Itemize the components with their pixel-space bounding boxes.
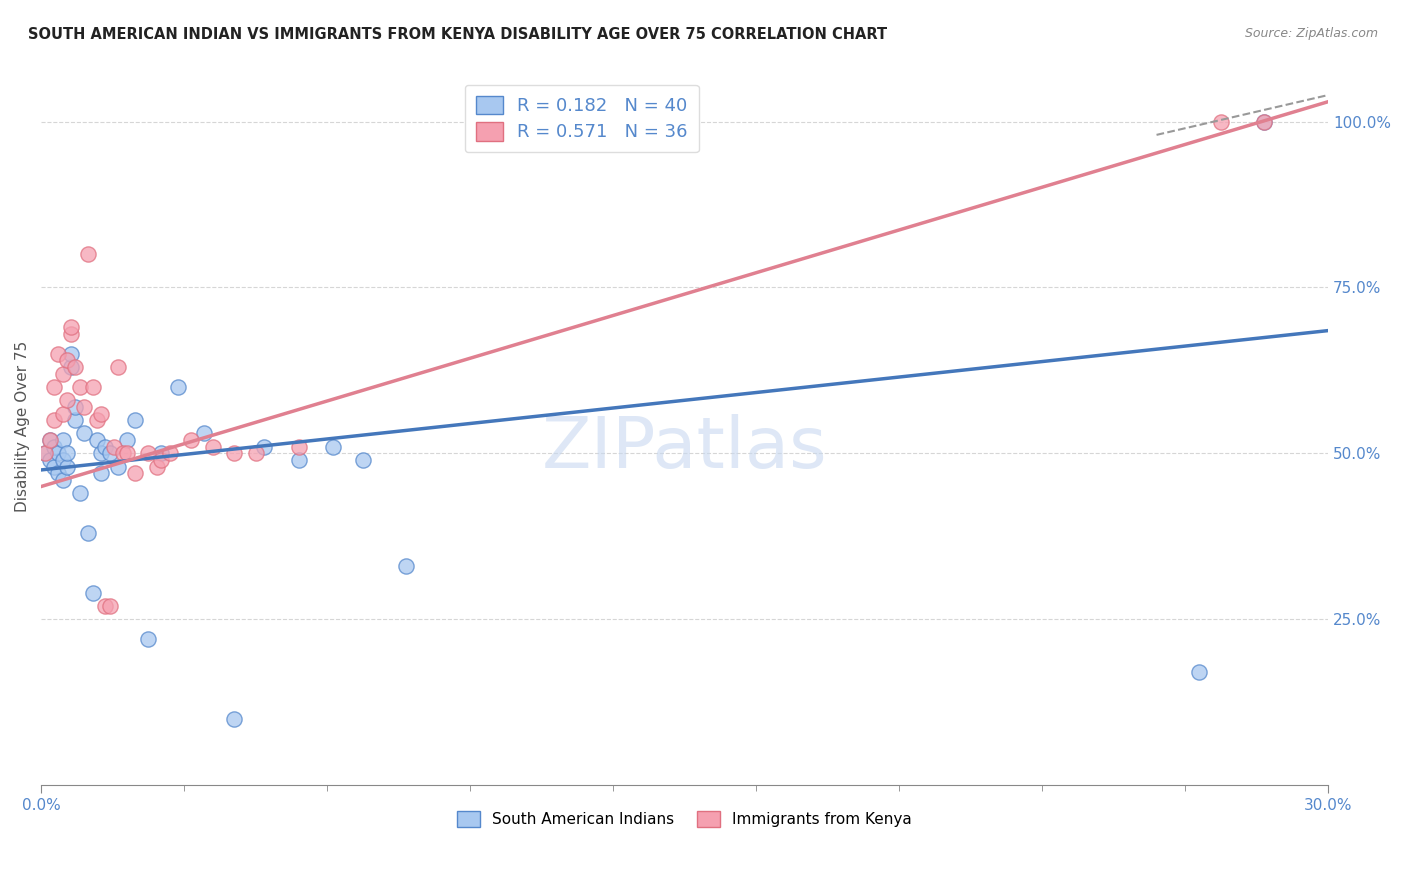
Point <box>150 453 173 467</box>
Point <box>90 446 112 460</box>
Point <box>253 440 276 454</box>
Point <box>60 326 83 341</box>
Point <box>86 433 108 447</box>
Point <box>224 446 246 460</box>
Point <box>51 367 73 381</box>
Point <box>352 453 374 467</box>
Point <box>69 486 91 500</box>
Point <box>51 453 73 467</box>
Point <box>60 360 83 375</box>
Y-axis label: Disability Age Over 75: Disability Age Over 75 <box>15 341 30 512</box>
Point <box>138 446 160 460</box>
Point <box>82 380 104 394</box>
Point <box>124 413 146 427</box>
Point <box>65 413 87 427</box>
Point <box>51 407 73 421</box>
Point <box>180 433 202 447</box>
Point <box>34 446 56 460</box>
Point <box>77 247 100 261</box>
Text: SOUTH AMERICAN INDIAN VS IMMIGRANTS FROM KENYA DISABILITY AGE OVER 75 CORRELATIO: SOUTH AMERICAN INDIAN VS IMMIGRANTS FROM… <box>28 27 887 42</box>
Point <box>60 320 83 334</box>
Point <box>86 413 108 427</box>
Point <box>94 599 117 613</box>
Point <box>51 433 73 447</box>
Point <box>38 453 60 467</box>
Text: Source: ZipAtlas.com: Source: ZipAtlas.com <box>1244 27 1378 40</box>
Point <box>124 467 146 481</box>
Point <box>65 360 87 375</box>
Point <box>150 446 173 460</box>
Point <box>34 446 56 460</box>
Point <box>107 459 129 474</box>
Text: ZIPatlas: ZIPatlas <box>541 414 828 483</box>
Point <box>98 599 121 613</box>
Point <box>46 467 69 481</box>
Point <box>287 440 309 454</box>
Point <box>115 446 138 460</box>
Point <box>193 426 215 441</box>
Point <box>322 440 344 454</box>
Point <box>111 446 134 460</box>
Point <box>51 473 73 487</box>
Point <box>395 559 418 574</box>
Point <box>42 380 65 394</box>
Point <box>73 400 96 414</box>
Point <box>1188 665 1211 680</box>
Point <box>42 413 65 427</box>
Point <box>159 446 181 460</box>
Point <box>56 446 79 460</box>
Point <box>1253 114 1275 128</box>
Point <box>1253 114 1275 128</box>
Point <box>82 585 104 599</box>
Point <box>56 353 79 368</box>
Point <box>94 440 117 454</box>
Point <box>115 433 138 447</box>
Point <box>60 347 83 361</box>
Point <box>38 433 60 447</box>
Point <box>245 446 267 460</box>
Point <box>65 400 87 414</box>
Point <box>224 712 246 726</box>
Point <box>46 446 69 460</box>
Point <box>103 440 125 454</box>
Point <box>73 426 96 441</box>
Point <box>138 632 160 647</box>
Point <box>77 525 100 540</box>
Point <box>46 347 69 361</box>
Point <box>287 453 309 467</box>
Point <box>69 380 91 394</box>
Point <box>56 393 79 408</box>
Point <box>1209 114 1232 128</box>
Legend: South American Indians, Immigrants from Kenya: South American Indians, Immigrants from … <box>450 804 920 835</box>
Point <box>90 467 112 481</box>
Point <box>56 459 79 474</box>
Point <box>42 440 65 454</box>
Point <box>90 407 112 421</box>
Point <box>201 440 224 454</box>
Point <box>167 380 190 394</box>
Point <box>107 360 129 375</box>
Point <box>146 459 169 474</box>
Point <box>98 446 121 460</box>
Point <box>38 433 60 447</box>
Point <box>42 459 65 474</box>
